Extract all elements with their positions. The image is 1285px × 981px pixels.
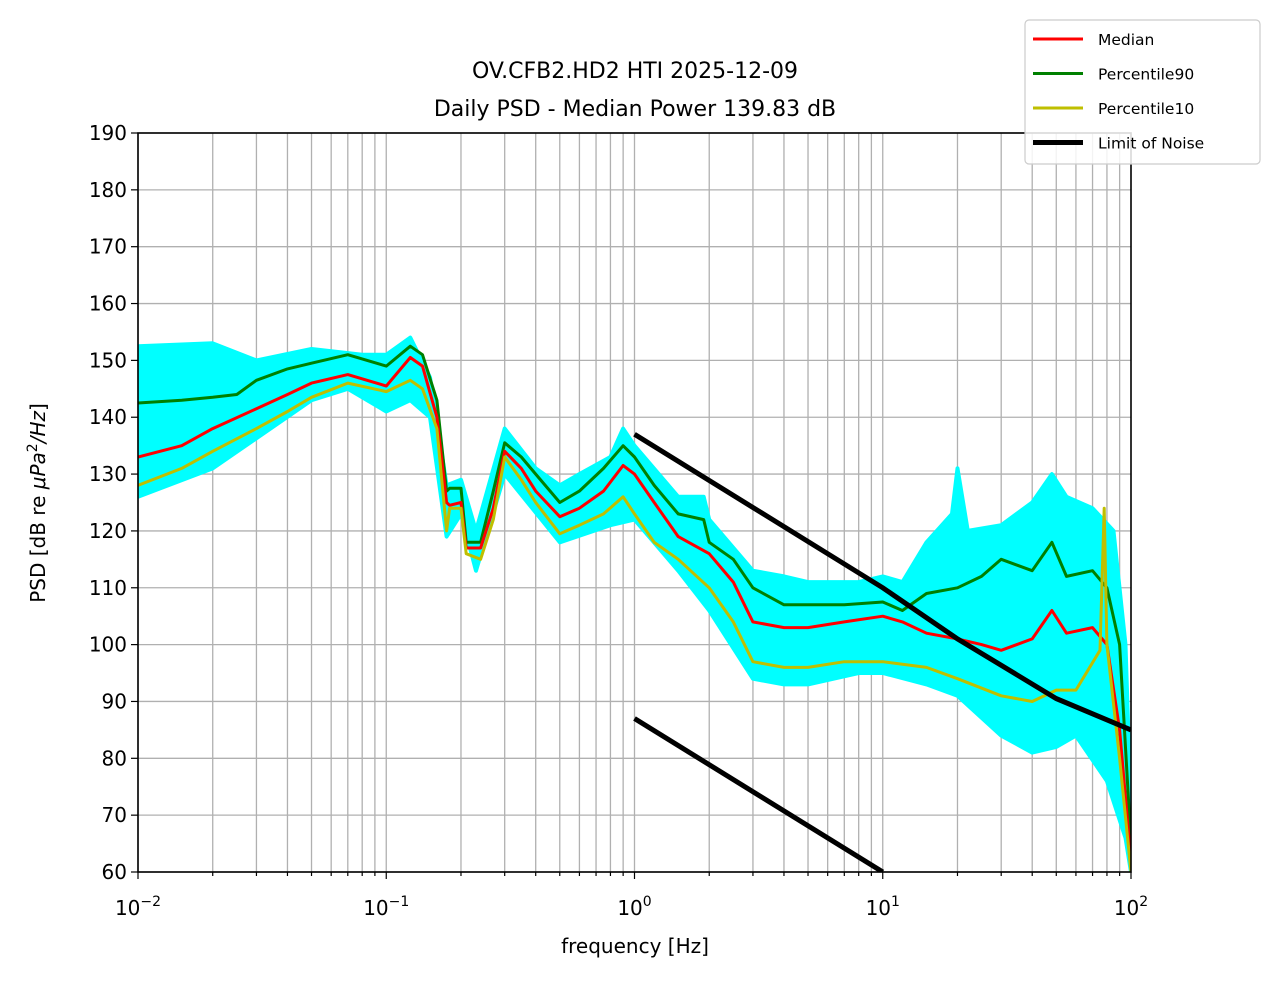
x-tick-label: 100: [617, 894, 651, 920]
x-tick-label: 10−1: [363, 894, 409, 920]
y-tick-label: 120: [89, 519, 127, 543]
y-axis-label-unit: μPa: [26, 452, 50, 490]
y-tick-label: 190: [89, 121, 127, 145]
y-axis-label: PSD [dB re μPa2/Hz]: [25, 403, 50, 603]
chart-subtitle: Daily PSD - Median Power 139.83 dB: [434, 97, 836, 122]
series-median: [138, 356, 1131, 861]
y-tick-label: 160: [89, 292, 127, 316]
y-axis-label-suffix: ]: [26, 403, 50, 411]
envelope-hourly-psd: [138, 335, 1131, 872]
y-tick-label: 110: [89, 576, 127, 600]
y-tick-label: 60: [102, 860, 127, 884]
y-tick-label: 130: [89, 462, 127, 486]
legend-box: [1024, 19, 1261, 165]
x-tick-label: 102: [1114, 894, 1148, 920]
x-tick-label: 10−2: [115, 894, 161, 920]
noise-limit-line-lower: [633, 716, 885, 872]
y-axis-label-exp: 2: [25, 443, 41, 452]
series-percentile90: [138, 344, 1131, 844]
chart-title: OV.CFB2.HD2 HTI 2025-12-09: [472, 59, 798, 84]
plot-area: [138, 335, 1131, 872]
legend-label: Percentile90: [1098, 66, 1194, 84]
x-tick-label: 101: [866, 894, 900, 920]
legend-label: Percentile10: [1098, 100, 1194, 118]
series-percentile10: [138, 378, 1131, 872]
noise-limit-line-upper: [633, 432, 1131, 733]
y-tick-label: 70: [102, 803, 127, 827]
y-axis-label-per: /Hz: [26, 411, 50, 446]
y-tick-label: 180: [89, 178, 127, 202]
y-tick-label: 150: [89, 348, 127, 372]
y-axis-label-prefix: PSD [dB re: [26, 489, 50, 603]
y-tick-label: 80: [102, 746, 127, 770]
legend-label: Limit of Noise: [1098, 135, 1204, 153]
legend-label: Median: [1098, 31, 1154, 49]
y-tick-label: 170: [89, 235, 127, 259]
y-tick-label: 140: [89, 405, 127, 429]
legend: Median Percentile90 Percentile10 Limit of N…: [1024, 19, 1261, 165]
y-tick-label: 100: [89, 633, 127, 657]
y-tick-label: 90: [102, 689, 127, 713]
axis-ticks: [131, 132, 1132, 879]
x-axis-label: frequency [Hz]: [561, 934, 709, 958]
